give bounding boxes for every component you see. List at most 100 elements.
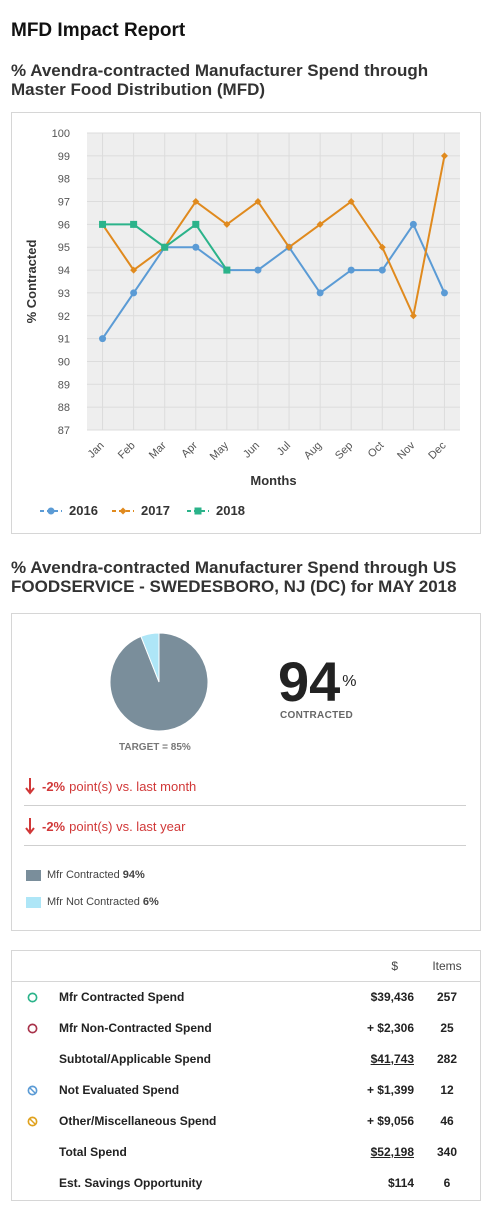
table-row: Est. Savings Opportunity $114 6 [12, 1167, 480, 1198]
row-amount: $52,198 [370, 1144, 414, 1159]
table-row: Mfr Contracted Spend $39,436 257 [12, 981, 480, 1012]
dc-section-heading: % Avendra-contracted Manufacturer Spend … [11, 558, 457, 596]
data-point-2017 [378, 243, 386, 251]
row-items: 257 [436, 989, 458, 1004]
page-title: MFD Impact Report [11, 20, 186, 41]
row-label: Mfr Contracted Spend [59, 989, 185, 1004]
legend-marker [40, 507, 62, 514]
x-tick-label: Oct [366, 440, 387, 461]
legend-swatch [26, 869, 41, 881]
x-tick-label: Nov [395, 439, 418, 462]
legend-marker [187, 507, 209, 514]
legend-label: 2017 [141, 503, 170, 518]
legend-marker [112, 507, 134, 514]
row-label: Subtotal/Applicable Spend [59, 1051, 212, 1066]
data-point-2016 [378, 266, 386, 274]
data-point-2016 [254, 266, 262, 274]
x-tick-label: May [208, 439, 232, 463]
y-tick-label: 97 [58, 197, 70, 209]
not-evaluated-icon [27, 1085, 37, 1096]
x-tick-label: Jan [86, 440, 107, 461]
table-row: Mfr Non-Contracted Spend + $2,306 25 [12, 1012, 480, 1043]
y-tick-label: 96 [58, 219, 70, 231]
contracted-label: CONTRACTED [280, 710, 353, 721]
legend-item-2016: 2016 [39, 503, 98, 518]
legend-label: 2018 [216, 503, 245, 518]
y-tick-label: 87 [58, 425, 70, 437]
year-delta-value: -2% [42, 818, 66, 834]
legend-item-2017: 2017 [111, 503, 170, 518]
row-items: 46 [440, 1113, 454, 1128]
y-axis-title: % Contracted [24, 240, 39, 324]
legend-label: Mfr Contracted [47, 869, 120, 881]
legend-swatch [26, 896, 41, 908]
year-delta: -2% point(s) vs. last year [24, 817, 466, 835]
y-tick-label: 93 [58, 288, 70, 300]
data-point-2017 [409, 312, 417, 320]
table-header: $ Items [12, 951, 480, 982]
items-column-header: Items [414, 951, 480, 982]
legend-item-2018: 2018 [186, 503, 245, 518]
series-line-2017 [101, 155, 446, 320]
spend-table: $ Items Mfr Contracted Spend $39,436 257… [12, 951, 480, 1198]
row-amount: + $9,056 [366, 1113, 414, 1128]
y-tick-label: 99 [58, 151, 70, 163]
data-point-2018 [99, 220, 107, 228]
row-items: 12 [440, 1082, 454, 1097]
y-tick-label: 89 [58, 379, 70, 391]
data-point-2016 [130, 289, 138, 297]
down-arrow-icon [25, 778, 35, 795]
data-point-2017 [347, 198, 355, 206]
data-point-2017 [285, 243, 293, 251]
month-delta: -2% point(s) vs. last month [24, 777, 466, 795]
x-tick-label: Feb [116, 440, 138, 462]
month-delta-value: -2% [42, 778, 66, 794]
y-tick-label: 94 [58, 265, 70, 277]
year-delta-text: point(s) vs. last year [69, 818, 186, 834]
legend-value: 94% [122, 869, 145, 881]
row-label: Mfr Non-Contracted Spend [59, 1020, 212, 1035]
data-point-2016 [409, 220, 417, 228]
down-arrow-icon [25, 818, 35, 835]
divider [24, 805, 466, 806]
y-tick-label: 92 [58, 311, 70, 323]
pie-slice-not-contracted [140, 632, 160, 683]
legend-mfr-contracted: Mfr Contracted 94% [26, 869, 145, 881]
mfd-section-heading: % Avendra-contracted Manufacturer Spend … [11, 61, 429, 99]
y-tick-label: 100 [52, 128, 70, 140]
contracted-circle-icon [27, 992, 37, 1003]
y-tick-label: 98 [58, 174, 70, 186]
row-label: Est. Savings Opportunity [59, 1175, 203, 1190]
row-amount: $39,436 [370, 989, 414, 1004]
row-items: 25 [440, 1020, 454, 1035]
x-tick-label: Sep [333, 440, 355, 462]
data-point-2018 [161, 243, 169, 251]
percent-symbol: % [342, 673, 357, 690]
row-amount: + $1,399 [366, 1082, 414, 1097]
y-tick-label: 90 [58, 356, 70, 368]
data-point-2016 [99, 335, 107, 343]
y-tick-label: 91 [58, 334, 70, 346]
data-point-2017 [223, 220, 231, 228]
row-amount: $41,743 [370, 1051, 414, 1066]
table-row: Total Spend $52,198 340 [12, 1136, 480, 1167]
x-tick-label: Mar [147, 439, 169, 461]
data-point-2016 [316, 289, 324, 297]
contracted-summary-panel: 94% CONTRACTED TARGET = 85% -2% point(s)… [11, 613, 481, 931]
x-axis-title: Months [250, 473, 296, 488]
series-line-2016 [101, 222, 446, 340]
table-row: Subtotal/Applicable Spend $41,743 282 [12, 1043, 480, 1074]
legend-label: 2016 [69, 503, 98, 518]
data-point-2016 [440, 289, 448, 297]
x-tick-label: Aug [302, 440, 324, 462]
x-tick-label: Apr [179, 439, 200, 460]
x-tick-label: Jun [241, 440, 262, 461]
y-tick-label: 88 [58, 402, 70, 414]
contracted-pie-chart [109, 632, 209, 732]
target-label: TARGET = 85% [119, 742, 191, 753]
row-label: Not Evaluated Spend [59, 1082, 180, 1097]
row-amount: $114 [387, 1175, 414, 1190]
data-point-2016 [192, 243, 200, 251]
legend-value: 6% [142, 896, 159, 908]
row-items: 340 [436, 1144, 458, 1159]
